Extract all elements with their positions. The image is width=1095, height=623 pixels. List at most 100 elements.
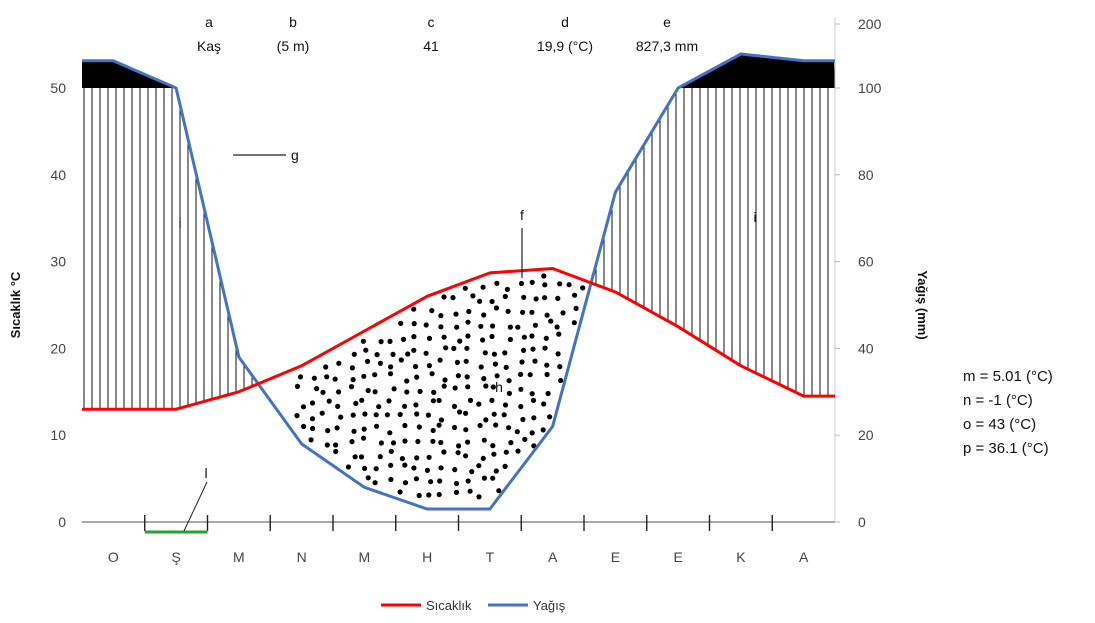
arid-dot (490, 443, 496, 449)
arid-dot (438, 465, 444, 471)
legend-label-precipitation: Yağış (533, 598, 566, 613)
label-g: g (291, 147, 299, 163)
arid-dot (467, 488, 473, 494)
arid-dot (430, 398, 436, 404)
arid-dot (338, 414, 344, 420)
label-l: l (204, 465, 207, 481)
arid-dot (372, 372, 378, 378)
arid-dot (404, 378, 410, 384)
arid-dot (518, 280, 525, 287)
arid-dot (359, 397, 365, 403)
axes (82, 18, 840, 531)
arid-dot (390, 351, 396, 357)
arid-dot (504, 286, 510, 292)
arid-dot (388, 462, 394, 468)
arid-dot (452, 467, 458, 473)
arid-dot (501, 412, 507, 418)
arid-dot (507, 336, 513, 343)
arid-dot (530, 397, 537, 403)
arid-dot (373, 412, 379, 418)
tick-labels: 0 10 20 30 40 50 0 20 40 60 80 100 200 O Ş M N M H T A E E K A Sı… (8, 16, 930, 565)
arid-dot (453, 489, 460, 495)
arid-dot (557, 364, 563, 370)
arid-dot (376, 404, 382, 410)
label-i-right: i (753, 209, 756, 225)
arid-dot (465, 384, 471, 390)
arid-dot (489, 333, 495, 340)
arid-dot (529, 333, 535, 339)
arid-dot (314, 386, 320, 392)
arid-dot (544, 312, 550, 318)
arid-dot (426, 454, 432, 460)
arid-dot (469, 469, 475, 475)
arid-dot (457, 338, 463, 344)
arid-dot (503, 449, 509, 455)
month-label: E (673, 549, 682, 565)
arid-dot (415, 438, 421, 445)
arid-dot (412, 363, 419, 370)
arid-dot (463, 358, 469, 364)
left-tick-label: 10 (50, 427, 66, 443)
arid-dot (416, 424, 422, 430)
arid-dot (455, 373, 461, 379)
header-value-e: 827,3 mm (636, 38, 698, 54)
arid-dot (425, 412, 431, 418)
month-label: N (297, 549, 307, 565)
arid-dot (378, 339, 384, 345)
arid-dot (506, 390, 512, 396)
arid-dot (349, 365, 355, 371)
series-lines (82, 52, 835, 534)
arid-dot (310, 425, 316, 432)
month-label: O (108, 549, 119, 565)
very-humid-fill-left (82, 60, 177, 88)
arid-dot (320, 389, 326, 395)
arid-dot (362, 411, 368, 417)
arid-dot (481, 312, 487, 318)
arid-dot (390, 440, 397, 446)
header-letter-b: b (289, 14, 297, 30)
arid-dot (502, 402, 509, 408)
arid-dot (430, 438, 436, 444)
right-tick-label: 20 (858, 427, 874, 443)
arid-dot (529, 430, 535, 436)
arid-dot (413, 476, 419, 482)
arid-dot (441, 334, 447, 340)
left-tick-label: 40 (50, 167, 66, 183)
arid-dot (333, 442, 339, 448)
arid-dot (490, 384, 496, 390)
arid-dot (362, 465, 368, 471)
arid-dot (454, 324, 460, 330)
arid-dot (377, 360, 383, 366)
legend-label-temperature: Sıcaklık (426, 598, 472, 613)
arid-dot (387, 371, 394, 377)
arid-dot (326, 398, 332, 404)
arid-dot (514, 429, 520, 435)
arid-dot (531, 415, 537, 421)
arid-dot (476, 494, 482, 500)
left-tick-label: 20 (50, 340, 66, 356)
month-label: E (611, 549, 620, 565)
arid-dot (397, 489, 403, 495)
arid-dot (522, 436, 528, 442)
header-letter-a: a (205, 14, 213, 30)
arid-dot (515, 324, 521, 330)
arid-dot (436, 422, 442, 428)
arid-dot (426, 363, 432, 369)
arid-dot (309, 416, 316, 422)
arid-dot (532, 358, 538, 364)
arid-dot (480, 337, 486, 343)
arid-dot (453, 311, 459, 317)
note-n: n = -1 (°C) (963, 392, 1033, 409)
arid-dot (360, 338, 366, 344)
arid-dot (350, 377, 356, 383)
arid-dot (492, 361, 498, 367)
arid-dot (353, 400, 359, 406)
right-axis-title: Yağış (mm) (915, 270, 930, 339)
arid-dot (502, 293, 508, 300)
arid-dot (398, 320, 404, 326)
arid-dot (442, 377, 448, 383)
arid-dot (429, 308, 435, 314)
arid-dot (423, 350, 429, 356)
arid-dot (560, 310, 566, 316)
arid-dot (529, 309, 535, 315)
